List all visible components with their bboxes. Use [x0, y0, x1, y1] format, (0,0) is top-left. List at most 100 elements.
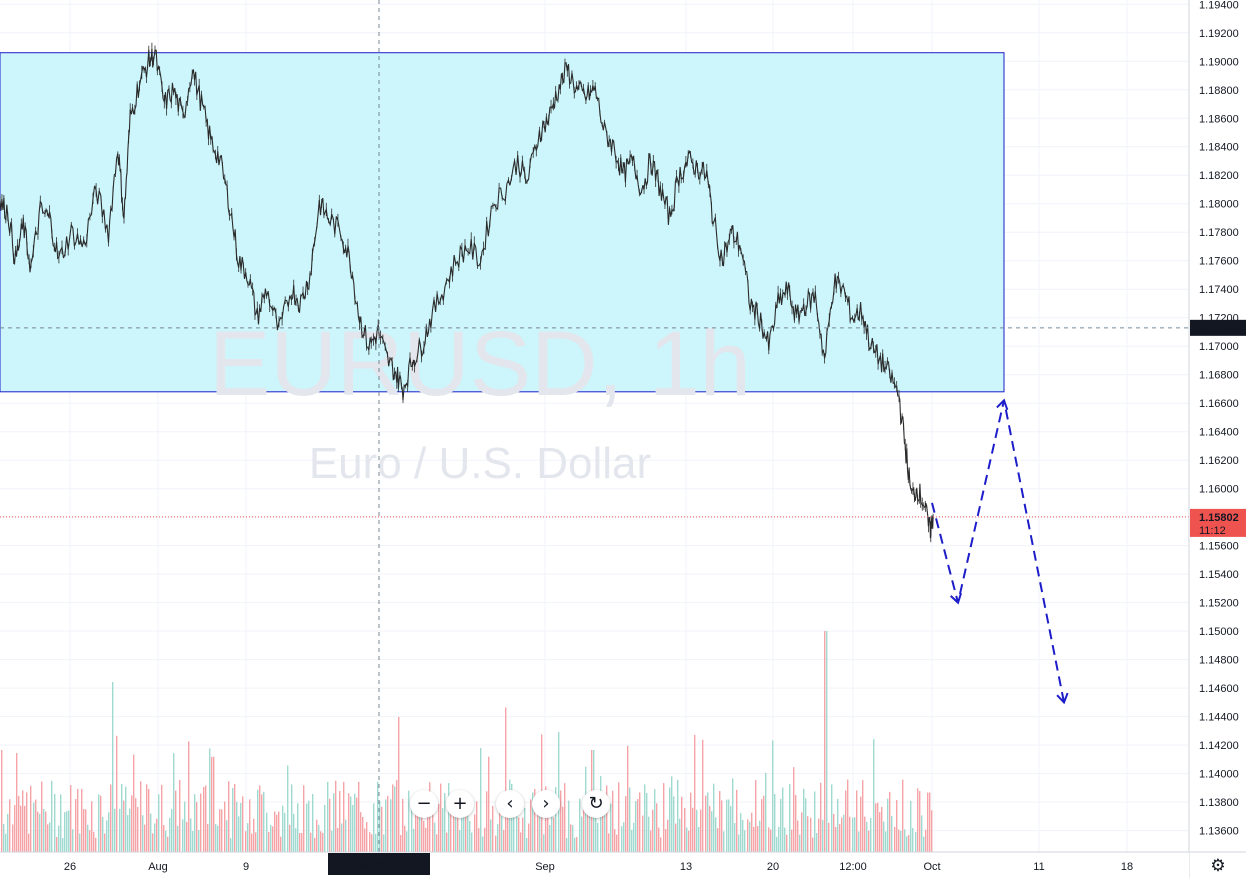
volume-bar: [41, 781, 43, 852]
volume-bar: [293, 813, 295, 852]
volume-bar: [140, 781, 142, 852]
range-box[interactable]: [0, 52, 1005, 393]
watermark: EURUSD, 1h Euro / U.S. Dollar: [209, 313, 751, 488]
volume-bar: [114, 808, 116, 852]
crosshair-price-text: 1.17129: [1199, 323, 1239, 335]
volume-bar: [761, 799, 763, 852]
projection-arrowhead: [1056, 692, 1069, 705]
volume-bar: [427, 803, 429, 852]
volume-bar: [314, 837, 316, 852]
volume-bar: [440, 783, 442, 852]
price-tick-label: 1.17000: [1199, 341, 1239, 353]
volume-bar: [595, 817, 597, 852]
volume-bar: [448, 783, 450, 852]
projection-path[interactable]: [931, 400, 1065, 703]
volume-bar: [255, 832, 257, 852]
reset-chart-button[interactable]: ↻: [582, 790, 610, 818]
volume-bar: [291, 784, 293, 852]
volume-bar: [425, 827, 427, 852]
volume-bar: [673, 796, 675, 852]
volume-bar: [543, 834, 545, 852]
time-axis[interactable]: 26 Aug 9 Sep 13 20 12:00 Oct 11 18: [64, 861, 1133, 873]
reset-icon: ↻: [588, 793, 604, 814]
volume-bar: [925, 829, 927, 852]
volume-bar: [692, 807, 694, 852]
volume-bar: [318, 824, 320, 852]
volume-bar: [923, 836, 925, 852]
volume-bar: [635, 800, 637, 852]
volume-bar: [627, 745, 629, 852]
volume-bar: [263, 791, 265, 852]
volume-bar: [56, 836, 58, 852]
volume-bar: [356, 797, 358, 852]
volume-bar: [161, 784, 163, 852]
volume-bar: [261, 794, 263, 852]
volume-bar: [681, 796, 683, 852]
last-price-label: 1.15802 11:12: [1190, 508, 1246, 537]
zoom-in-button[interactable]: +: [446, 790, 474, 818]
volume-bar: [740, 813, 742, 852]
volume-bar: [390, 799, 392, 852]
volume-bar: [621, 826, 623, 852]
gear-icon: ⚙: [1210, 856, 1226, 876]
volume-bar: [150, 813, 152, 852]
volume-bar: [690, 792, 692, 852]
volume-bar: [242, 796, 244, 852]
volume-bar: [209, 748, 211, 852]
volume-bar: [299, 832, 301, 852]
volume-bar: [373, 803, 375, 852]
volume-bar: [486, 791, 488, 852]
volume-bar: [505, 707, 507, 852]
volume-bar: [66, 811, 68, 852]
price-tick-label: 1.14200: [1199, 740, 1239, 752]
volume-bar: [801, 812, 803, 852]
zoom-out-button[interactable]: −: [410, 790, 438, 818]
volume-bar: [198, 829, 200, 852]
volume-bar: [16, 752, 18, 852]
volume-bar: [820, 782, 822, 852]
time-tick-label: Sep: [535, 861, 555, 873]
volume-bar: [62, 837, 64, 852]
volume-bar: [81, 788, 83, 852]
volume-bar: [165, 830, 167, 852]
volume-bar: [125, 786, 127, 852]
volume-bar: [471, 832, 473, 852]
volume-bar: [100, 795, 102, 852]
scroll-right-button[interactable]: ›: [532, 790, 560, 818]
volume-bar: [1, 750, 3, 852]
volume-bar: [417, 801, 419, 852]
volume-bar: [358, 781, 360, 852]
volume-bar: [805, 798, 807, 852]
volume-bar: [734, 822, 736, 852]
volume-bar: [883, 821, 885, 852]
settings-button[interactable]: ⚙: [1206, 854, 1230, 878]
volume-bar: [826, 631, 828, 852]
volume-bar: [371, 834, 373, 852]
volume-bar: [54, 793, 56, 852]
volume-bar: [526, 837, 528, 852]
volume-bar: [864, 816, 866, 852]
volume-bar: [728, 799, 730, 852]
volume-bar: [501, 816, 503, 852]
volume-bar: [921, 815, 923, 852]
volume-bar: [135, 798, 137, 852]
scroll-left-button[interactable]: ‹: [496, 790, 524, 818]
volume-bar: [282, 805, 284, 852]
volume-bar: [522, 817, 524, 852]
volume-bar: [182, 819, 184, 852]
volume-bar: [284, 812, 286, 852]
volume-bar: [604, 803, 606, 852]
volume-bar: [270, 825, 272, 852]
volume-bar: [45, 811, 47, 852]
volume-bar: [249, 799, 251, 852]
volume-bar: [686, 827, 688, 852]
volume-bar: [463, 797, 465, 852]
time-tick-label: Oct: [923, 861, 940, 873]
price-tick-label: 1.15000: [1199, 626, 1239, 638]
volume-bar: [58, 825, 60, 852]
volume-bar: [278, 811, 280, 852]
volume-bar: [121, 783, 123, 852]
volume-bar: [12, 824, 14, 852]
watermark-subtitle: Euro / U.S. Dollar: [309, 439, 651, 488]
